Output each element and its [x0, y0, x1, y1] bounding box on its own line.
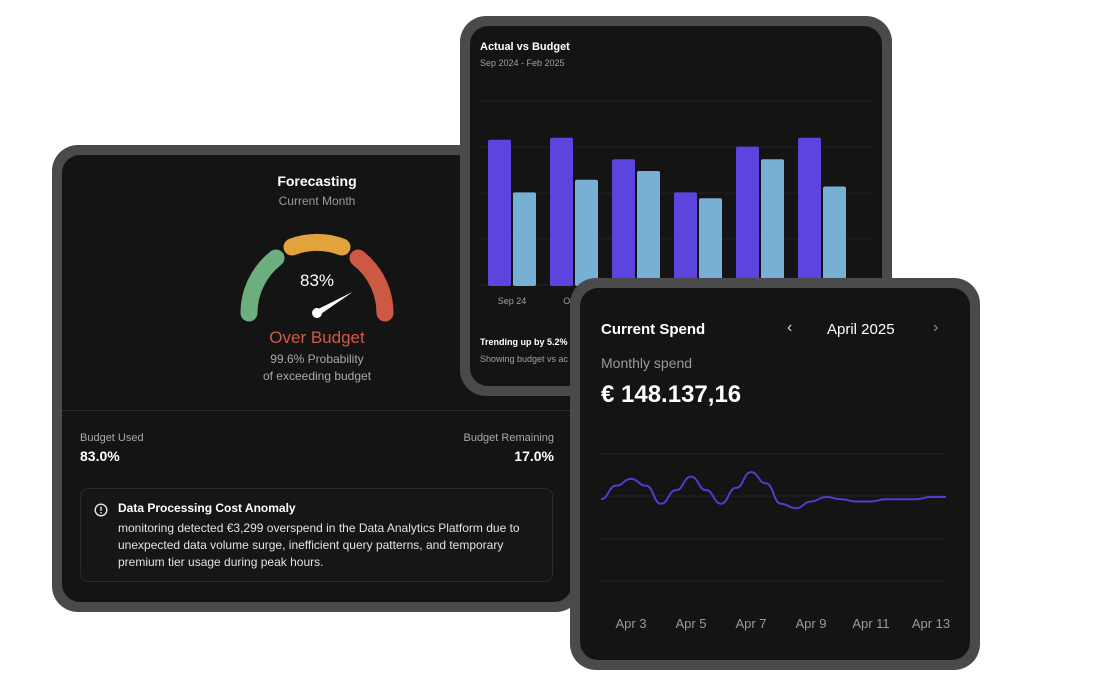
- alert-body: monitoring detected €3,299 overspend in …: [118, 521, 520, 569]
- bar-budget-4: [761, 159, 784, 286]
- chevron-right-icon[interactable]: ›: [933, 319, 939, 336]
- budget-status: Over Budget: [269, 328, 365, 347]
- spend-title: Current Spend: [601, 321, 706, 338]
- budget-remaining-value: 17.0%: [514, 448, 554, 464]
- bar-budget-5: [823, 186, 846, 286]
- x-tick-label-4: Apr 11: [852, 616, 889, 631]
- x-tick-label-0: Sep 24: [498, 296, 527, 306]
- forecast-subtitle: Current Month: [278, 194, 356, 208]
- bar-actual-0: [488, 139, 511, 286]
- x-tick-label-2: Apr 7: [735, 616, 766, 631]
- budget-remaining-label: Budget Remaining: [463, 432, 554, 444]
- probability-line-2: of exceeding budget: [262, 369, 372, 383]
- x-tick-label-3: Apr 9: [795, 616, 826, 631]
- bar-actual-1: [550, 137, 573, 286]
- chart-subtitle: Sep 2024 - Feb 2025: [480, 58, 565, 68]
- divider: [62, 410, 572, 411]
- gauge-needle: [312, 291, 354, 318]
- probability-text: 99.6% Probability of exceeding budget: [62, 351, 572, 385]
- budget-gauge: [240, 233, 394, 322]
- actual-vs-budget-chart: Sep 24Oct 2: [480, 100, 872, 306]
- budget-remaining: Budget Remaining 17.0%: [463, 432, 554, 464]
- trend-text: Trending up by 5.2% t: [480, 337, 574, 347]
- alert-title: Data Processing Cost Anomaly: [118, 501, 296, 515]
- chevron-left-icon[interactable]: ‹: [787, 319, 793, 336]
- monthly-spend-chart: Apr 3 Apr 5 Apr 7 Apr 9 Apr 11 Apr 13: [600, 453, 950, 631]
- gauge-segment-yellow: [283, 233, 351, 256]
- spend-amount: € 148.137,16: [601, 381, 742, 408]
- budget-used-label: Budget Used: [80, 432, 144, 444]
- bar-actual-4: [736, 146, 759, 286]
- alert-circle-icon: [94, 503, 108, 517]
- chart-title: Actual vs Budget: [480, 41, 570, 53]
- metric-label: Monthly spend: [601, 355, 693, 371]
- budget-used: Budget Used 83.0%: [80, 432, 144, 464]
- gauge-segment-green: [240, 249, 285, 322]
- probability-line-1: 99.6% Probability: [270, 352, 364, 366]
- bar-budget-1: [575, 179, 598, 286]
- anomaly-alert[interactable]: Data Processing Cost Anomaly monitoring …: [80, 488, 553, 582]
- bar-actual-5: [798, 137, 821, 286]
- bar-budget-2: [637, 170, 660, 286]
- bar-actual-2: [612, 159, 635, 286]
- bar-budget-3: [699, 198, 722, 286]
- gauge-percent: 83%: [299, 271, 335, 290]
- x-tick-label-0: Apr 3: [615, 616, 646, 631]
- gauge-segment-red: [349, 249, 394, 322]
- bar-budget-0: [513, 192, 536, 286]
- x-tick-label-1: Apr 5: [675, 616, 706, 631]
- budget-used-value: 83.0%: [80, 448, 120, 464]
- spend-line: [600, 471, 946, 510]
- month-selector[interactable]: April 2025: [827, 321, 895, 338]
- showing-text: Showing budget vs ac: [480, 354, 569, 364]
- current-spend-panel: Current Spend ‹ April 2025 › Monthly spe…: [580, 288, 970, 660]
- bar-actual-3: [674, 192, 697, 286]
- x-tick-label-5: Apr 13: [912, 616, 950, 631]
- current-spend-card: Current Spend ‹ April 2025 › Monthly spe…: [570, 278, 980, 670]
- forecast-title: Forecasting: [277, 173, 357, 189]
